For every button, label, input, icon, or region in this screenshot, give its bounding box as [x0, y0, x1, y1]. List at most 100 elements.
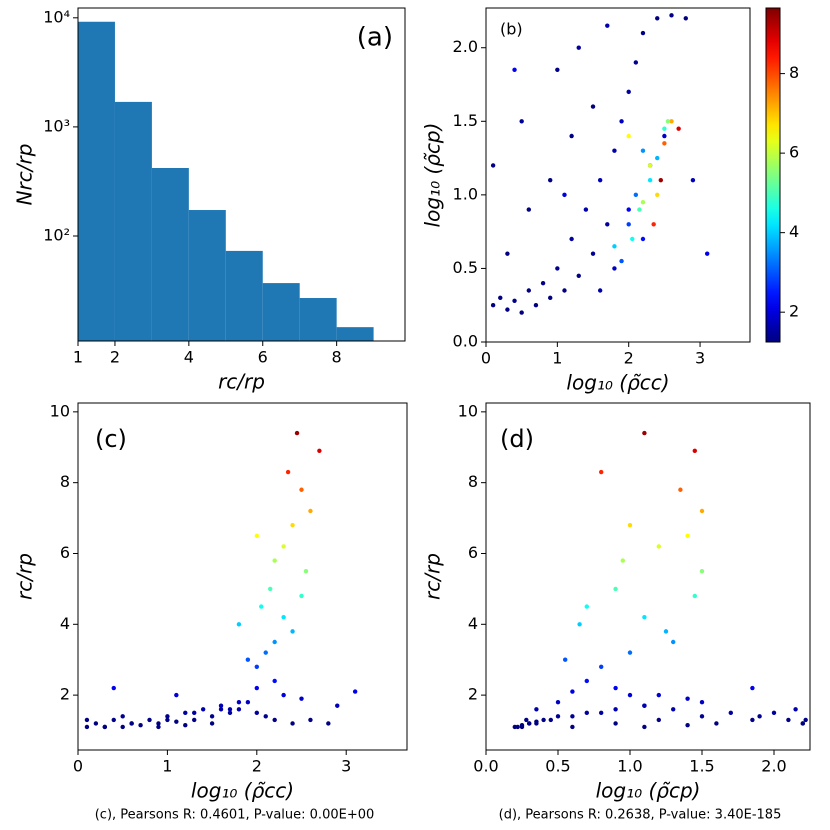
- point: [690, 177, 696, 183]
- bar: [336, 327, 374, 341]
- bar: [299, 298, 337, 341]
- bar: [188, 210, 226, 341]
- point: [192, 710, 197, 716]
- point: [757, 714, 762, 719]
- point: [642, 430, 647, 436]
- point: [771, 710, 777, 716]
- point: [498, 295, 503, 301]
- point: [627, 522, 633, 528]
- point: [599, 710, 604, 716]
- point: [120, 714, 125, 719]
- x-tick-label: 3: [341, 757, 351, 776]
- point: [519, 119, 524, 124]
- point: [576, 273, 581, 278]
- y-axis-label: rc/rp: [13, 553, 37, 600]
- point: [626, 133, 631, 139]
- x-tick-label: 8: [332, 348, 342, 367]
- panel-label: (b): [500, 20, 523, 39]
- point: [548, 177, 553, 183]
- point: [555, 714, 561, 719]
- panel-label: (d): [500, 425, 534, 453]
- point: [597, 288, 603, 293]
- point: [236, 622, 242, 627]
- axes-frame: [485, 7, 751, 343]
- bar: [114, 101, 152, 341]
- y-tick-label: 6: [60, 543, 70, 562]
- point: [174, 692, 179, 698]
- point: [612, 266, 617, 271]
- axes-frame: [77, 7, 406, 342]
- x-tick-label: 1: [162, 757, 172, 776]
- point: [272, 558, 277, 563]
- point: [303, 568, 309, 574]
- point: [655, 192, 660, 198]
- x-tick-label: 1.5: [689, 757, 714, 776]
- y-tick-label: 4: [60, 614, 70, 633]
- x-tick-label: 2.0: [761, 757, 786, 776]
- point: [626, 89, 631, 95]
- point: [750, 685, 755, 691]
- point: [183, 723, 188, 728]
- point: [272, 717, 277, 723]
- point: [714, 721, 719, 726]
- point: [613, 685, 618, 691]
- point: [281, 692, 286, 698]
- point: [490, 163, 496, 168]
- point: [268, 586, 273, 592]
- x-tick-label: 0.5: [545, 757, 570, 776]
- point: [519, 723, 525, 728]
- point: [642, 703, 647, 708]
- point: [299, 696, 304, 701]
- point: [254, 685, 260, 691]
- point: [526, 207, 532, 212]
- point: [619, 119, 624, 124]
- x-tick-label: 1: [552, 349, 562, 368]
- y-axis-label: log₁₀ (ρ̃cp): [421, 123, 445, 228]
- colorbar-tick-label: 8: [789, 63, 799, 82]
- x-tick-label: 2: [252, 757, 262, 776]
- point: [669, 119, 674, 124]
- point: [662, 133, 667, 139]
- y-tick-label: 10: [458, 401, 478, 420]
- point: [663, 629, 669, 634]
- point: [254, 664, 260, 669]
- point: [352, 689, 358, 694]
- point: [111, 685, 116, 691]
- bar: [225, 250, 263, 341]
- point: [555, 699, 561, 705]
- point: [612, 244, 617, 249]
- point: [84, 724, 90, 730]
- point: [490, 303, 496, 308]
- point: [272, 678, 277, 684]
- point: [93, 721, 99, 726]
- point: [626, 222, 631, 227]
- point: [576, 45, 581, 50]
- point: [174, 719, 179, 724]
- point: [570, 689, 575, 694]
- point: [555, 67, 560, 72]
- point: [548, 295, 553, 301]
- x-tick-label: 2: [110, 348, 120, 367]
- point: [633, 60, 639, 65]
- point: [84, 717, 90, 723]
- point: [236, 699, 242, 705]
- point: [519, 310, 524, 315]
- point: [541, 717, 546, 723]
- y-tick-label: 2: [468, 685, 478, 704]
- point: [599, 664, 604, 669]
- point: [209, 714, 215, 719]
- point: [165, 714, 170, 719]
- point: [637, 207, 642, 212]
- point: [512, 67, 517, 72]
- point: [640, 30, 646, 36]
- point: [236, 707, 242, 712]
- point: [326, 721, 331, 726]
- y-tick-label: 10²: [43, 225, 70, 244]
- point: [147, 717, 152, 723]
- point: [562, 288, 567, 293]
- point: [793, 707, 798, 712]
- caption: (c), Pearsons R: 0.4601, P-value: 0.00E+…: [95, 808, 375, 823]
- caption: (d), Pearsons R: 0.2638, P-value: 3.40E-…: [499, 808, 782, 823]
- axes-frame: [485, 402, 811, 751]
- point: [533, 303, 539, 308]
